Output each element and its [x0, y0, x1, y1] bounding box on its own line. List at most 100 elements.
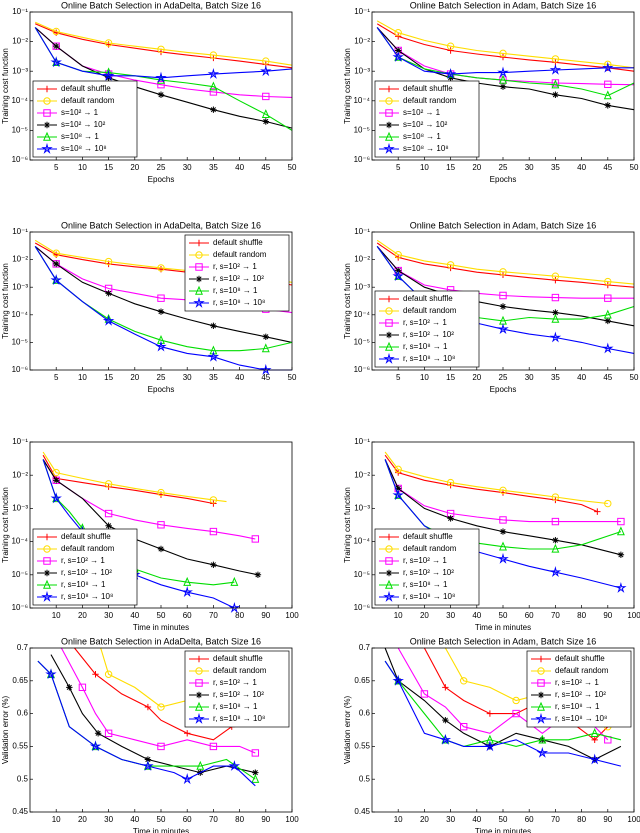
- legend-label: r, s=10⁸ → 10⁸: [403, 592, 455, 601]
- marker: [260, 363, 272, 375]
- marker: [499, 486, 507, 495]
- y-axis-label: Training cost function: [1, 48, 10, 124]
- legend-marker: [193, 712, 205, 724]
- marker: [50, 274, 62, 285]
- legend-marker: [195, 275, 203, 283]
- marker: [104, 257, 113, 266]
- series-line: [42, 451, 227, 503]
- marker: [196, 760, 205, 770]
- x-tick-label: 20: [130, 373, 139, 382]
- legend-label: s=10² → 10²: [403, 120, 448, 129]
- legend-label: default shuffle: [213, 654, 263, 663]
- marker: [602, 342, 614, 354]
- marker: [50, 56, 62, 68]
- marker: [262, 92, 270, 101]
- legend-label: s=10⁸ → 1: [403, 132, 441, 141]
- marker: [602, 61, 614, 73]
- marker: [157, 521, 165, 529]
- legend-marker: [385, 97, 393, 105]
- marker: [499, 291, 507, 300]
- legend-marker: [41, 590, 53, 602]
- series-line: [384, 451, 608, 505]
- x-tick-label: 10: [420, 163, 429, 172]
- legend-label: r, s=10² → 10²: [403, 568, 454, 577]
- legend-marker: [385, 85, 393, 93]
- marker: [157, 308, 165, 315]
- y-tick-label: 10⁻¹: [354, 7, 370, 16]
- legend-label: r, s=10⁸ → 10⁸: [555, 714, 607, 723]
- x-tick-label: 5: [396, 373, 401, 382]
- series-line: [384, 459, 622, 556]
- x-tick-label: 35: [551, 373, 560, 382]
- legend-label: r, s=10² → 10²: [213, 274, 264, 283]
- legend-marker: [195, 691, 203, 699]
- legend-marker: [385, 295, 393, 303]
- marker: [260, 65, 272, 77]
- marker: [615, 582, 627, 593]
- x-tick-label: 40: [472, 815, 481, 824]
- marker: [460, 723, 468, 731]
- y-tick-label: 10⁻²: [354, 470, 370, 479]
- y-tick-label: 0.7: [359, 643, 371, 652]
- y-tick-label: 10⁻²: [354, 255, 370, 264]
- panel: Online Batch Selection in Adam, Batch Si…: [343, 636, 640, 833]
- x-axis-label: Time in minutes: [133, 623, 189, 632]
- marker: [209, 81, 218, 91]
- marker: [155, 71, 167, 83]
- legend-box: [526, 650, 632, 728]
- x-tick-label: 100: [627, 815, 640, 824]
- legend-label: default random: [403, 306, 457, 315]
- axes-frame: [371, 231, 635, 371]
- series-line: [34, 27, 293, 79]
- y-tick-label: 0.55: [354, 742, 370, 751]
- axes-frame: [371, 647, 635, 813]
- marker: [53, 477, 60, 484]
- x-axis-label: Epochs: [490, 175, 517, 184]
- x-tick-label: 40: [577, 373, 586, 382]
- marker: [105, 290, 112, 297]
- y-tick-label: 10⁻²: [354, 37, 370, 46]
- y-tick-label: 10⁻⁵: [12, 570, 28, 579]
- legend-label: r, s=10⁸ → 10⁸: [213, 298, 265, 307]
- x-tick-label: 40: [577, 163, 586, 172]
- marker: [497, 323, 509, 335]
- chart-title: Online Batch Selection in Adam, Batch Si…: [410, 0, 597, 10]
- x-tick-label: 30: [104, 815, 113, 824]
- y-tick-label: 10⁻¹: [12, 437, 28, 446]
- series-line: [384, 454, 598, 513]
- marker: [184, 730, 191, 737]
- x-tick-label: 60: [525, 611, 534, 620]
- x-tick-label: 5: [396, 163, 401, 172]
- legend-label: r, s=10² → 10²: [403, 330, 454, 339]
- legend: default shuffle default random r, s=10² → …: [184, 650, 290, 728]
- marker: [604, 102, 611, 109]
- marker: [52, 476, 60, 485]
- marker: [446, 42, 455, 50]
- panel: Online Batch Selection in AdaDelta, Batc…: [1, 636, 299, 833]
- chart-title: Online Batch Selection in AdaDelta, Batc…: [61, 220, 261, 230]
- legend-label: default shuffle: [403, 532, 453, 541]
- y-tick-label: 10⁻¹: [354, 227, 370, 236]
- legend-label: r, s=10⁸ → 1: [555, 702, 600, 711]
- legend-label: r, s=10² → 1: [213, 262, 257, 271]
- legend-box: [32, 80, 138, 158]
- marker: [442, 716, 449, 724]
- series-line: [384, 660, 622, 747]
- marker: [536, 746, 549, 758]
- x-tick-label: 20: [130, 163, 139, 172]
- marker: [104, 284, 113, 293]
- legend: default shuffle default random r, s=10² → …: [374, 290, 480, 368]
- marker: [551, 313, 560, 323]
- series-line: [34, 246, 292, 371]
- marker: [251, 535, 260, 543]
- marker: [392, 50, 404, 62]
- x-tick-label: 45: [603, 373, 612, 382]
- y-tick-label: 10⁻³: [354, 66, 370, 75]
- legend: default shuffle default random s=10² → 1 s=…: [32, 80, 138, 158]
- marker: [460, 677, 468, 685]
- legend-marker: [385, 569, 393, 577]
- x-tick-label: 20: [78, 815, 87, 824]
- panel: Online Batch Selection in AdaDelta, Batc…: [1, 220, 297, 394]
- y-tick-label: 10⁻¹: [354, 437, 370, 446]
- marker: [549, 566, 562, 577]
